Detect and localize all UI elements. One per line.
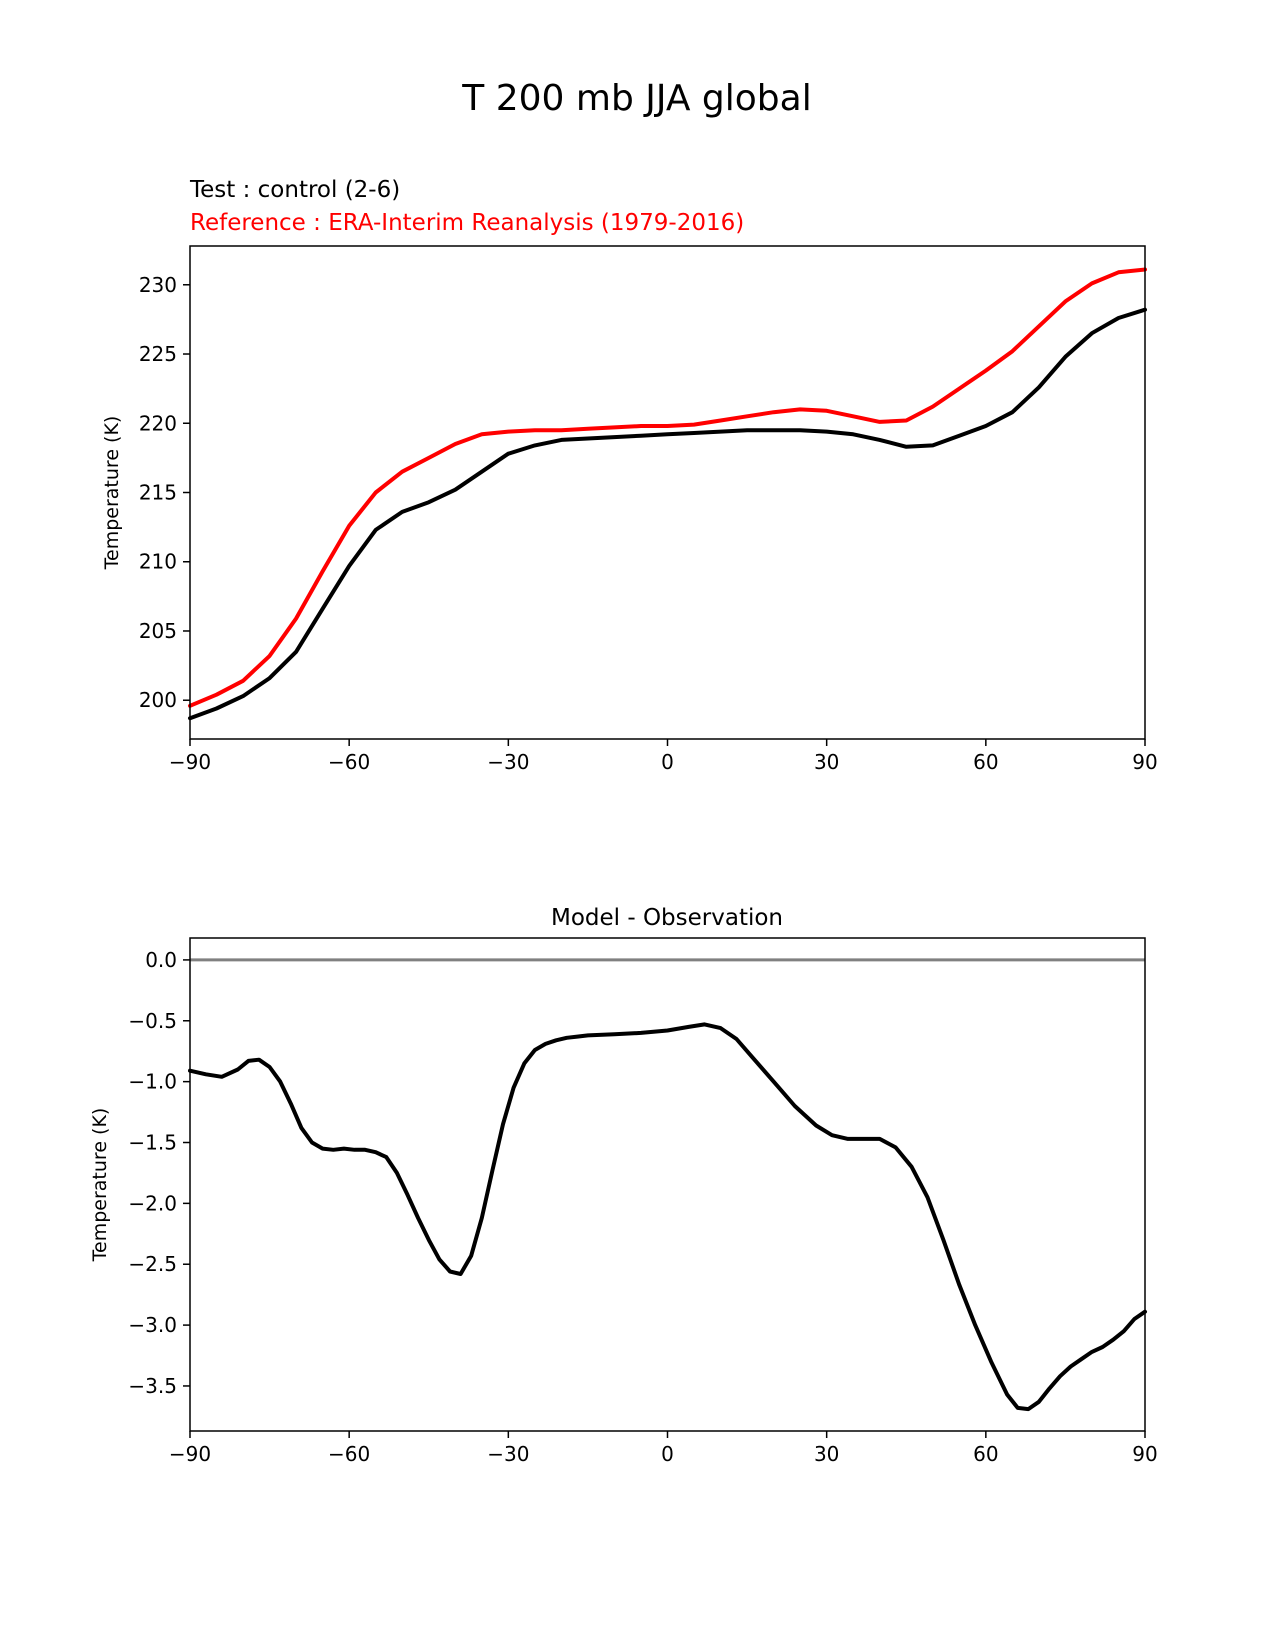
top-series-line-0 — [188, 267, 1147, 708]
top-ytick-label: 205 — [139, 619, 177, 643]
reference-label: Reference : ERA-Interim Reanalysis (1979… — [190, 210, 744, 236]
top-series-line-1 — [188, 307, 1147, 721]
top-ylabel: Temperature (K) — [101, 416, 123, 571]
bottom-xtick-label: 0 — [661, 1442, 674, 1466]
bottom-xtick-label: −60 — [328, 1442, 370, 1466]
top-ytick-label: 225 — [139, 342, 177, 366]
top-xtick-label: −30 — [487, 750, 529, 774]
top-xtick-label: 30 — [814, 750, 839, 774]
bottom-xtick-label: 90 — [1132, 1442, 1157, 1466]
bottom-ytick-label: −1.5 — [128, 1131, 177, 1155]
bottom-panel: Model - Observation −90 −60 −30 0 30 60 900.0−… — [89, 905, 1158, 1466]
bottom-ytick-label: 0.0 — [145, 948, 177, 972]
bottom-title: Model - Observation — [551, 905, 783, 931]
top-series-group — [188, 267, 1147, 721]
bottom-ytick-label: −0.5 — [128, 1009, 177, 1033]
top-plot-frame — [189, 245, 1146, 740]
bottom-ytick-label: −3.0 — [128, 1313, 177, 1337]
test-label: Test : control (2-6) — [189, 177, 400, 203]
top-xtick-label: 60 — [973, 750, 998, 774]
top-ytick-label: 220 — [139, 411, 177, 435]
bottom-xtick-label: 60 — [973, 1442, 998, 1466]
top-ytick-label: 230 — [139, 273, 177, 297]
bottom-ticks: −90 −60 −30 0 30 60 90 0.0 −0.5 −1.0 −1.5 −2.0 −2.5 −… — [128, 948, 1157, 1466]
bottom-xtick-label: −90 — [169, 1442, 211, 1466]
bottom-ytick-label: −3.5 — [128, 1374, 177, 1398]
figure-title: T 200 mb JJA global — [461, 78, 811, 119]
top-ticks: −90 −60 −30 0 30 60 90 200 205 210 215 220 225 230 — [139, 273, 1158, 774]
bottom-ytick-label: −2.0 — [128, 1191, 177, 1215]
top-ytick-label: 210 — [139, 550, 177, 574]
top-ytick-label: 200 — [139, 688, 177, 712]
bottom-xtick-label: 30 — [814, 1442, 839, 1466]
top-xtick-label: −60 — [328, 750, 370, 774]
bottom-series-group — [188, 958, 1147, 1412]
bottom-plot-frame — [189, 937, 1146, 1432]
top-panel: Test : control (2-6) Reference : ERA-Int… — [101, 177, 1158, 774]
top-xtick-label: 0 — [661, 750, 674, 774]
top-xtick-label: −90 — [169, 750, 211, 774]
top-ytick-label: 215 — [139, 481, 177, 505]
bottom-ylabel: Temperature (K) — [89, 1108, 111, 1263]
bottom-series-line-0 — [188, 1022, 1147, 1412]
top-xtick-label: 90 — [1132, 750, 1157, 774]
bottom-ytick-label: −1.0 — [128, 1070, 177, 1094]
bottom-ytick-label: −2.5 — [128, 1252, 177, 1276]
bottom-xtick-label: −30 — [487, 1442, 529, 1466]
